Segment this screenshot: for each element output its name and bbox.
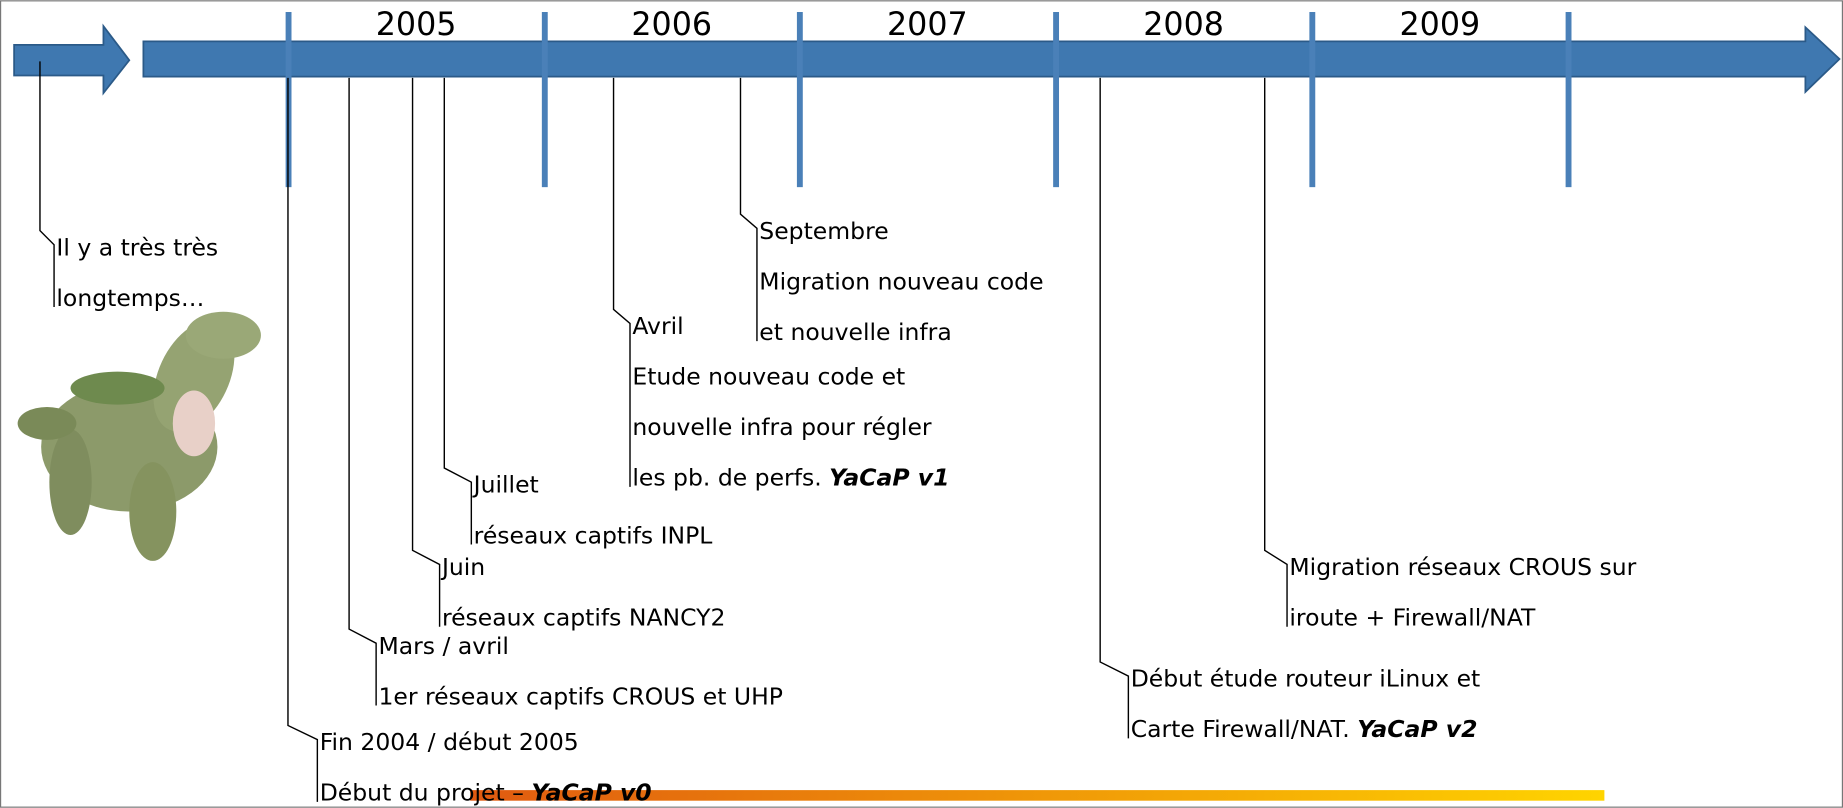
event-date-line: Septembre (759, 217, 888, 245)
event-version: YaCaP v1 (829, 464, 949, 492)
event-text-line: réseaux captifs INPL (474, 521, 713, 549)
event-text-line: réseaux captifs NANCY2 (442, 604, 725, 632)
event-text-line: les pb. de perfs. (632, 464, 829, 492)
event-text: 1er réseaux captifs CROUS et UHP (378, 682, 783, 710)
slide: 2005 2006 2007 2008 2009 Il y a très très long… (0, 0, 1843, 808)
event-text-line: Carte Firewall/NAT. (1131, 715, 1358, 743)
tick (542, 12, 548, 187)
year-label: 2008 (1143, 7, 1224, 43)
event-text-line: nouvelle infra pour régler (632, 413, 932, 441)
event-text-line: et nouvelle infra (759, 318, 951, 346)
year-label: 2009 (1399, 7, 1480, 43)
event-text: Début du projet – YaCaP v0 (320, 779, 652, 807)
year-label: 2006 (631, 7, 712, 43)
tick (797, 12, 803, 187)
event-text-line: Début étude routeur iLinux et (1131, 665, 1481, 693)
event-text: les pb. de perfs. YaCaP v1 (632, 464, 949, 492)
event-date: Septembre (759, 217, 888, 245)
tick (1053, 12, 1059, 187)
event-text: Etude nouveau code et (632, 363, 905, 391)
event-date: Juillet (472, 471, 539, 499)
event-version: YaCaP v2 (1357, 715, 1477, 743)
event-text: Migration réseaux CROUS sur (1289, 553, 1636, 581)
event-text: et nouvelle infra (759, 318, 951, 346)
tick (1566, 12, 1572, 187)
event-text: Migration nouveau code (759, 267, 1043, 295)
intro-text: Il y a très très (56, 233, 218, 261)
event-date-line: Mars / avril (378, 632, 508, 660)
event-text: nouvelle infra pour régler (632, 413, 932, 441)
event-text-line: 1er réseaux captifs CROUS et UHP (378, 682, 783, 710)
year-label: 2007 (887, 7, 968, 43)
event-date: Fin 2004 / début 2005 (320, 728, 579, 756)
event-date-line: Fin 2004 / début 2005 (320, 728, 579, 756)
event-date: Mars / avril (378, 632, 508, 660)
event-text-line: Migration nouveau code (759, 267, 1043, 295)
tick (1309, 12, 1315, 187)
event-text-line: Migration réseaux CROUS sur (1289, 553, 1636, 581)
event-date-line: Juin (440, 553, 485, 581)
event-date: Avril (632, 312, 683, 340)
event-text-line: iroute + Firewall/NAT (1289, 604, 1536, 632)
event-date-line: Juillet (472, 471, 539, 499)
event-date: Juin (440, 553, 485, 581)
event-text: iroute + Firewall/NAT (1289, 604, 1536, 632)
event-text-line: Début du projet – (320, 779, 532, 807)
event-text: réseaux captifs NANCY2 (442, 604, 725, 632)
event-date-line: Avril (632, 312, 683, 340)
event-text-line: Etude nouveau code et (632, 363, 905, 391)
intro-text: longtemps… (56, 284, 204, 312)
year-label: 2005 (376, 7, 457, 43)
event-text: réseaux captifs INPL (474, 521, 713, 549)
event-text: Carte Firewall/NAT. YaCaP v2 (1131, 715, 1478, 743)
event-text: Début étude routeur iLinux et (1131, 665, 1481, 693)
event-version: YaCaP v0 (531, 779, 651, 807)
